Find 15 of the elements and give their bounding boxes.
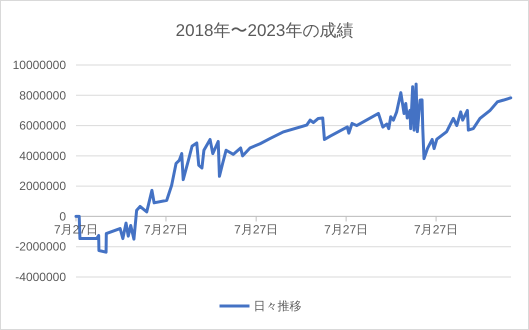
y-tick-label: 6000000 <box>19 118 66 133</box>
y-tick-label: 0 <box>59 209 66 224</box>
y-tick-label: 8000000 <box>19 88 66 102</box>
line-series <box>74 82 512 254</box>
y-tick-label: 2000000 <box>19 179 66 194</box>
x-tick-label: 7月27日 <box>414 222 458 236</box>
y-tick-label: -2000000 <box>15 240 66 254</box>
x-tick-label: 7月27日 <box>144 222 188 236</box>
y-tick-label: 10000000 <box>12 58 66 72</box>
x-tick-label: 7月27日 <box>324 222 368 236</box>
chart-title: 2018年〜2023年の成績 <box>176 21 354 40</box>
x-tick-label: 7月27日 <box>234 222 278 236</box>
y-tick-label: -4000000 <box>15 270 66 284</box>
legend-label: 日々推移 <box>254 299 302 313</box>
y-tick-label: 4000000 <box>19 148 66 163</box>
